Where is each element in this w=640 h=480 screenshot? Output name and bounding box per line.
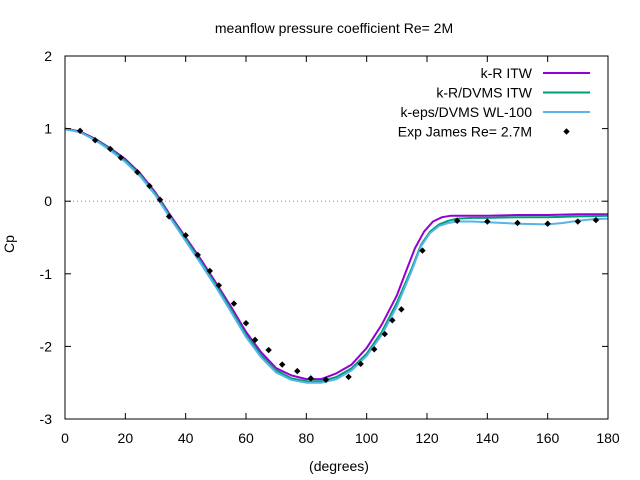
y-tick-label: -2	[40, 338, 53, 354]
experiment-data-point	[117, 154, 125, 161]
experiment-data-point	[307, 375, 315, 382]
experiment-data-point	[322, 376, 330, 383]
chart-title: meanflow pressure coefficient Re= 2M	[215, 20, 453, 36]
experiment-data-point	[294, 367, 301, 375]
experiment-data-point	[134, 168, 141, 176]
experiment-data-point	[206, 267, 213, 275]
experiment-data-point	[76, 127, 84, 134]
x-tick-label: 40	[178, 430, 194, 446]
experiment-data-point	[146, 182, 153, 190]
experiment-data-point	[453, 217, 461, 225]
y-tick-label: 1	[44, 121, 52, 137]
x-tick-label: 20	[118, 430, 134, 446]
experiment-data-point	[419, 247, 426, 254]
experiment-data-point	[381, 330, 388, 338]
experiment-data-point	[389, 317, 396, 324]
experiment-data-point	[91, 137, 99, 144]
experiment-data-point	[107, 145, 114, 153]
experiment-data-point	[514, 219, 521, 227]
experiment-data-point	[182, 232, 189, 239]
x-tick-label: 80	[299, 430, 315, 446]
experiment-data-point	[592, 216, 600, 224]
y-tick-labels: -3 -2 -1 0 1 2	[40, 48, 53, 427]
experiment-data-point	[371, 346, 378, 353]
experiment-data-point	[265, 346, 272, 354]
experiment-data-point	[279, 361, 286, 368]
y-tick-label: -3	[40, 411, 53, 427]
x-axis-label: (degrees)	[309, 458, 369, 474]
y-tick-label: -1	[40, 266, 53, 282]
x-tick-label: 120	[415, 430, 439, 446]
experiment-data-point	[242, 319, 250, 327]
x-tick-labels: 0 20 40 60 80 100 120 140 160 180	[61, 430, 620, 446]
experiment-data-point	[251, 336, 259, 344]
experiment-data-point	[398, 306, 405, 313]
experiment-points-layer	[76, 127, 600, 383]
y-tick-label: 0	[44, 193, 52, 209]
x-tick-label: 100	[355, 430, 379, 446]
y-tick-label: 2	[44, 48, 52, 64]
experiment-data-point	[574, 218, 582, 225]
x-tick-label: 140	[476, 430, 500, 446]
experiment-data-point	[357, 360, 364, 368]
experiment-data-point	[156, 196, 164, 203]
plot-frame	[64, 55, 609, 420]
legend-label-k-eps-dvms-wl-100: k-eps/DVMS WL-100	[401, 104, 533, 120]
y-axis-label: Cp	[1, 235, 17, 253]
legend-label-exp-james-re-2-7m: Exp James Re= 2.7M	[398, 124, 532, 140]
experiment-data-point	[194, 251, 201, 259]
experiment-data-point	[345, 373, 352, 381]
experiment-data-point	[215, 282, 223, 289]
experiment-data-point	[230, 300, 238, 307]
legend-label-k-r-itw: k-R ITW	[481, 65, 533, 81]
legend-swatch-exp-james-re-2-7m	[563, 128, 570, 135]
experiment-data-point	[165, 213, 173, 220]
legend-label-k-r-dvms-itw: k-R/DVMS ITW	[436, 85, 532, 101]
experiment-data-point	[484, 218, 491, 225]
experiment-data-point	[544, 220, 551, 227]
x-tick-label: 160	[536, 430, 560, 446]
x-tick-label: 60	[238, 430, 254, 446]
axis-ticks	[64, 55, 609, 420]
chart-legend: k-R ITW k-R/DVMS ITW k-eps/DVMS WL-100 Exp …	[398, 65, 590, 140]
x-tick-label: 0	[61, 430, 69, 446]
x-tick-label: 180	[596, 430, 620, 446]
